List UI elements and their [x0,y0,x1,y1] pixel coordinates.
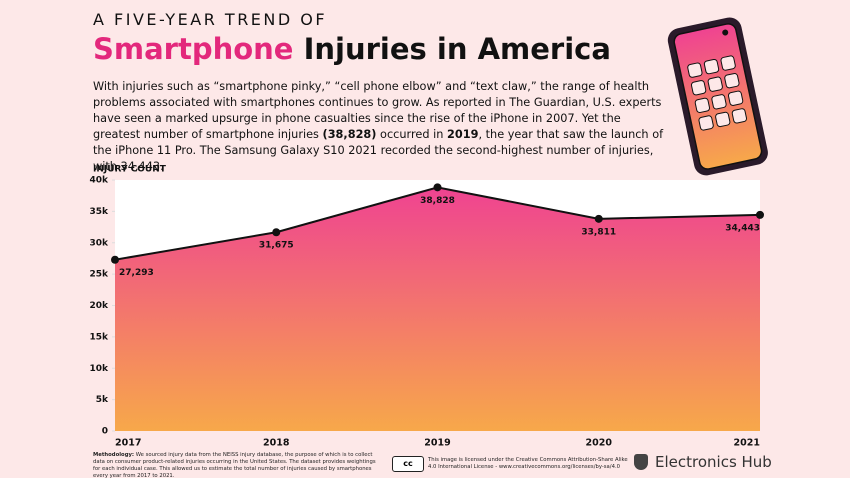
data-label: 33,811 [581,227,616,237]
text: occurred in [376,128,447,141]
x-tick-label: 2020 [586,438,613,449]
description: With injuries such as “smartphone pinky,… [93,79,668,175]
data-label: 27,293 [119,268,154,278]
point [594,214,603,223]
x-tick-label: 2017 [115,438,141,449]
y-axis-label: INJURY COUNT [93,165,167,175]
text-bold: (38,828) [322,128,377,141]
y-tick-label: 0 [102,427,108,437]
y-tick-label: 30k [89,238,109,248]
methodology-text: We sourced injury data from the NEISS in… [93,452,376,478]
data-label: 31,675 [259,241,294,251]
y-tick-label: 20k [89,301,109,311]
data-label: 34,443 [725,223,760,233]
cc-badge: cc [392,456,424,472]
area [115,187,760,431]
point [272,228,281,237]
x-tick-label: 2021 [734,438,760,449]
text-bold: 2019 [446,128,479,141]
phone-illustration [667,17,768,176]
text: With injuries such as “smartphone pinky,… [93,80,662,141]
y-tick-label: 40k [89,176,109,186]
x-tick-label: 2019 [424,438,450,449]
kicker: A FIVE-YEAR TREND OF [93,10,328,29]
brand-icon [634,454,648,470]
text: , the year that saw the launch of the iP… [93,128,664,173]
license: This image is licensed under the Creativ… [428,457,628,470]
point [111,255,119,264]
point [756,210,764,219]
data-label: 38,828 [420,196,455,206]
y-tick-label: 10k [89,364,109,374]
brand: Electronics Hub [655,453,772,471]
methodology: Methodology: We sourced injury data from… [93,452,383,478]
y-tick-label: 35k [89,207,109,217]
title-rest: Injuries in America [303,32,611,66]
x-tick-label: 2018 [263,438,290,449]
y-tick-label: 25k [89,270,109,280]
y-tick-label: 5k [96,395,109,405]
methodology-label: Methodology: [93,452,135,458]
title-highlight: Smartphone [93,32,294,66]
y-tick-label: 15k [89,332,109,342]
title: Smartphone Injuries in America [93,32,611,66]
point [433,183,442,192]
